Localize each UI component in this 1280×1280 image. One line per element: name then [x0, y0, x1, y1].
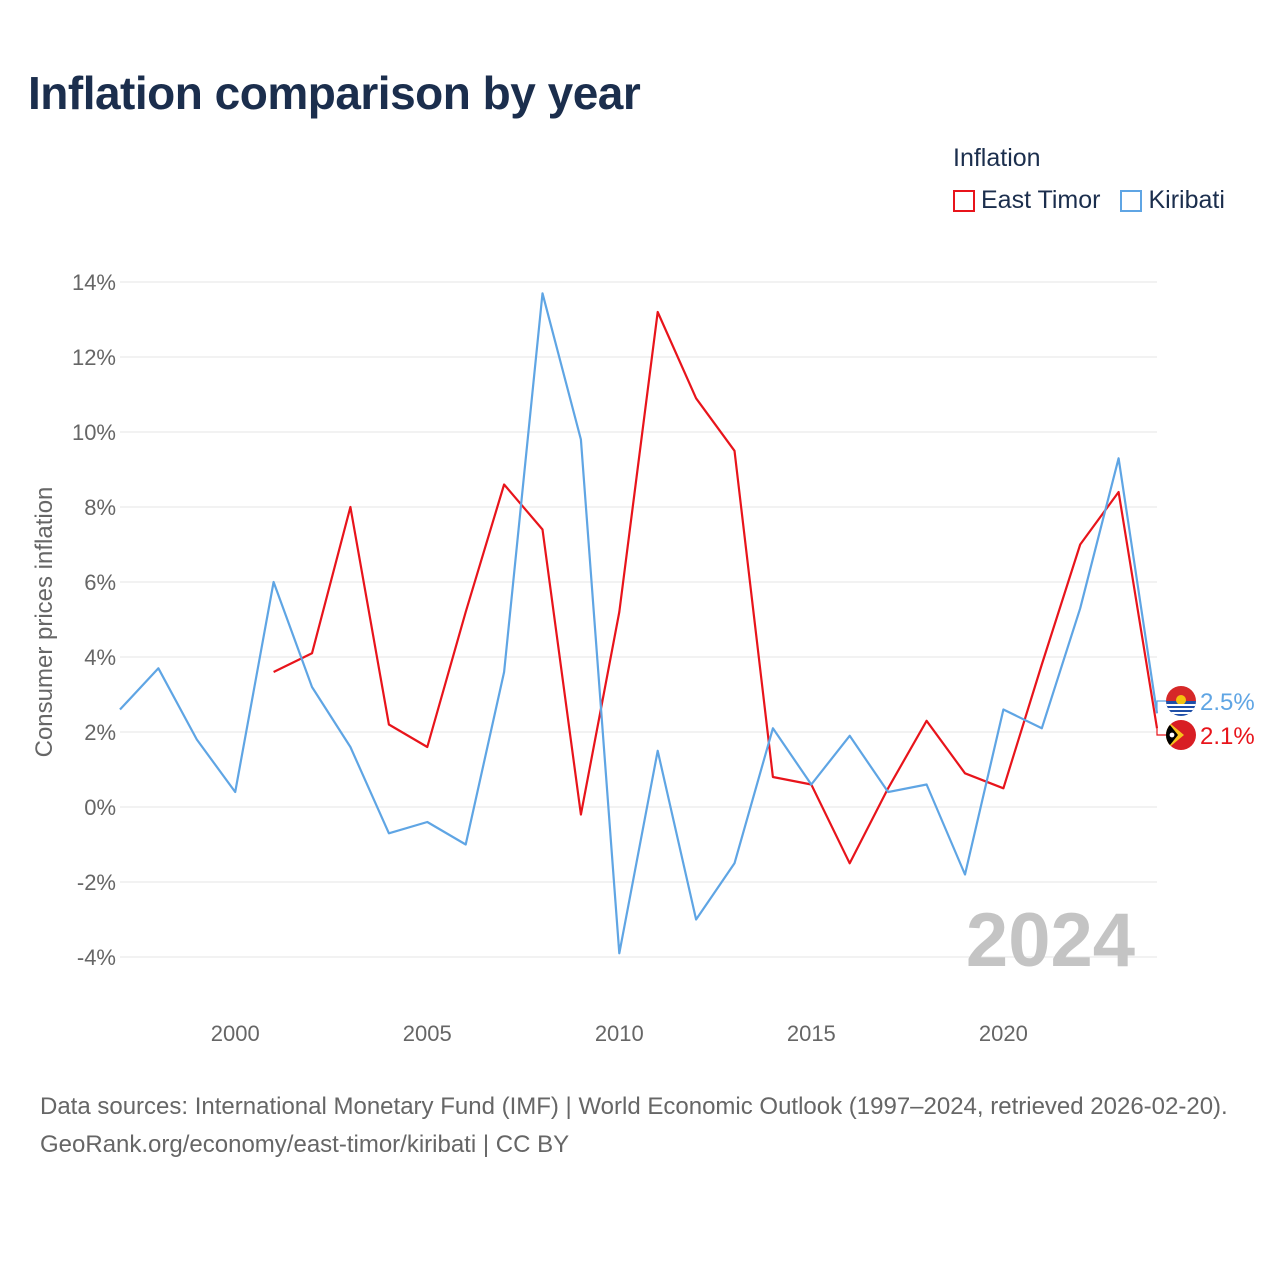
end-value-label-east-timor: 2.1%: [1200, 723, 1255, 750]
flag-east-timor-icon: [1166, 720, 1196, 750]
legend-label-kiribati: Kiribati: [1148, 186, 1225, 214]
legend-label-east-timor: East Timor: [981, 186, 1101, 214]
legend-swatch-kiribati: [1120, 189, 1143, 212]
x-tick-label: 2010: [595, 1021, 644, 1046]
y-tick-label: -2%: [77, 870, 116, 895]
legend-item-east-timor[interactable]: East Timor: [953, 186, 1100, 215]
series-lines: [119, 292, 1159, 955]
x-axis-ticks: 2000 2005 2010 2015 2020: [211, 1021, 1028, 1046]
legend-swatch-east-timor: [953, 189, 975, 212]
end-labels: 2.1% 2.5%: [1156, 686, 1255, 750]
legend-item-kiribati[interactable]: Kiribati: [1120, 186, 1225, 215]
current-year-label: 2024: [966, 898, 1135, 983]
y-tick-label: 2%: [84, 720, 116, 745]
y-tick-label: 6%: [84, 570, 116, 595]
gridlines: [120, 281, 1157, 958]
end-value-label-kiribati: 2.5%: [1200, 689, 1255, 716]
y-axis-ticks: -4% -2% 0% 2% 4% 6% 8% 10% 12% 14%: [72, 270, 116, 970]
legend: East Timor Kiribati: [953, 186, 1225, 215]
x-tick-label: 2005: [403, 1021, 452, 1046]
y-tick-label: 8%: [84, 495, 116, 520]
y-tick-label: 10%: [72, 420, 116, 445]
y-tick-label: 4%: [84, 645, 116, 670]
end-label-connector: [1156, 728, 1167, 736]
series-line-east-timor[interactable]: [273, 310, 1159, 865]
y-tick-label: 12%: [72, 345, 116, 370]
series-line-kiribati[interactable]: [119, 292, 1159, 955]
line-chart: -4%-2%0%2%4%6%8%10%12%14% 2000 2005 2010 20…: [31, 270, 1255, 1046]
x-tick-label: 2000: [211, 1021, 260, 1046]
y-tick-label: 0%: [84, 795, 116, 820]
source-link[interactable]: GeoRank.org/economy/east-timor/kiribati …: [40, 1131, 570, 1158]
footer: Data sources: International Monetary Fun…: [40, 1088, 1250, 1164]
legend-title: Inflation: [953, 144, 1041, 172]
data-sources: Data sources: International Monetary Fun…: [40, 1093, 1228, 1120]
flag-kiribati-icon: [1166, 686, 1196, 716]
y-axis-label: Consumer prices inflation: [31, 487, 58, 758]
chart-title: Inflation comparison by year: [28, 67, 641, 119]
end-label-connector: [1156, 700, 1167, 714]
x-tick-label: 2015: [787, 1021, 836, 1046]
y-tick-label: 14%: [72, 270, 116, 295]
x-tick-label: 2020: [979, 1021, 1028, 1046]
y-tick-label: -4%: [77, 945, 116, 970]
